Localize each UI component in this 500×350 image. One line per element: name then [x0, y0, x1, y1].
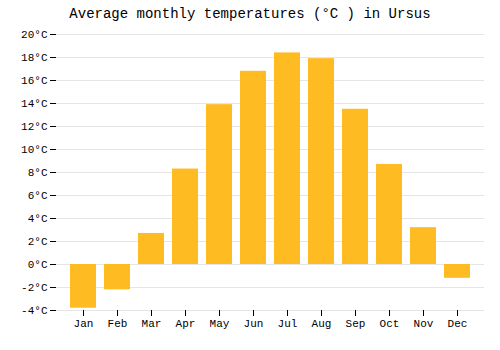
svg-text:Jul: Jul	[278, 318, 298, 330]
svg-text:-2°C: -2°C	[21, 282, 48, 294]
svg-text:Aug: Aug	[312, 318, 332, 330]
svg-text:20°C: 20°C	[21, 29, 48, 41]
svg-text:10°C: 10°C	[21, 144, 48, 156]
svg-text:Oct: Oct	[380, 318, 400, 330]
svg-text:6°C: 6°C	[28, 190, 48, 202]
svg-text:Mar: Mar	[142, 318, 162, 330]
svg-text:Nov: Nov	[414, 318, 434, 330]
svg-text:12°C: 12°C	[21, 121, 48, 133]
svg-text:16°C: 16°C	[21, 75, 48, 87]
svg-text:-4°C: -4°C	[21, 305, 48, 317]
html-text:Average monthly temperatures (: Average monthly temperatures (°C ) in Ur…	[69, 6, 431, 22]
svg-text:Apr: Apr	[176, 318, 196, 330]
svg-text:4°C: 4°C	[28, 213, 48, 225]
svg-text:8°C: 8°C	[28, 167, 48, 179]
svg-text:Dec: Dec	[448, 318, 468, 330]
svg-text:2°C: 2°C	[28, 236, 48, 248]
svg-text:0°C: 0°C	[28, 259, 48, 271]
svg-text:Sep: Sep	[346, 318, 366, 330]
svg-text:14°C: 14°C	[21, 98, 48, 110]
svg-text:18°C: 18°C	[21, 52, 48, 64]
svg-text:May: May	[210, 318, 230, 330]
svg-text:Feb: Feb	[108, 318, 128, 330]
svg-text:Jan: Jan	[74, 318, 94, 330]
svg-text:Jun: Jun	[244, 318, 264, 330]
